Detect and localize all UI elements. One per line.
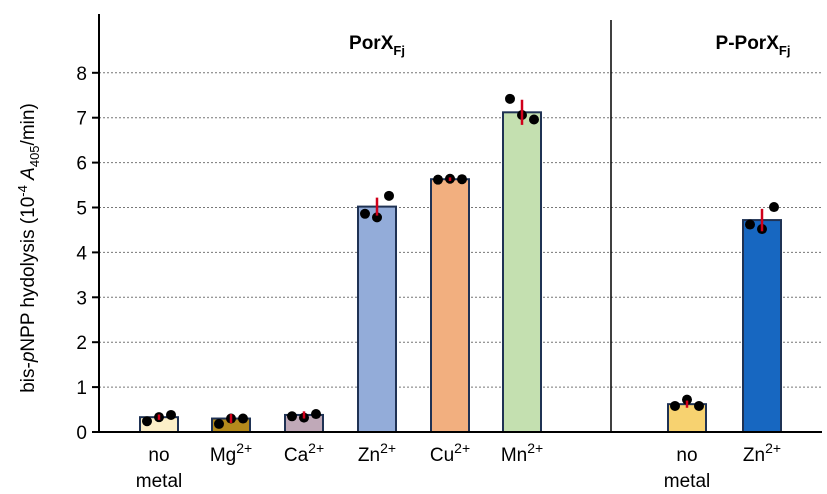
data-point: [238, 413, 248, 424]
data-point: [433, 174, 443, 185]
data-point: [682, 394, 692, 405]
y-tick-label: 6: [76, 154, 87, 175]
category-label: Mg2+: [210, 440, 252, 466]
category-label: no: [148, 445, 169, 466]
data-point: [311, 409, 321, 420]
data-point: [214, 418, 224, 429]
category-label: Zn2+: [358, 440, 396, 466]
bar: [502, 111, 542, 433]
bars: [139, 93, 782, 434]
y-tick-label: 4: [76, 243, 87, 264]
y-axis-title-exponent: -4: [15, 185, 30, 197]
data-point: [457, 174, 467, 185]
data-point: [505, 93, 515, 104]
panel-title: P-PorXFj: [716, 33, 791, 58]
y-tick-label: 7: [76, 109, 87, 130]
data-point: [142, 416, 152, 427]
data-point: [360, 208, 370, 219]
data-point: [166, 409, 176, 420]
y-axis-title-prefix: bis-: [18, 362, 39, 393]
y-axis-title-suffix: /min): [18, 103, 39, 145]
category-label: Mn2+: [501, 440, 543, 466]
bar: [357, 205, 397, 433]
y-tick-label: 3: [76, 288, 87, 309]
bar: [742, 219, 782, 433]
data-point: [384, 190, 394, 201]
y-axis-title-mid: NPP hydolysis (10: [18, 197, 39, 352]
data-point: [529, 114, 539, 125]
data-point: [745, 219, 755, 230]
data-point: [670, 400, 680, 411]
y-tick-label: 0: [76, 423, 87, 444]
category-label: Ca2+: [284, 440, 324, 466]
data-point: [372, 212, 382, 223]
data-point: [769, 202, 779, 213]
category-label-line2: metal: [136, 471, 182, 492]
y-tick-label: 8: [76, 64, 87, 85]
y-axis-title-subscript: 405: [27, 145, 42, 167]
y-axis-title-italic-a: A: [18, 167, 39, 181]
y-tick-label: 2: [76, 333, 87, 354]
data-point: [694, 400, 704, 411]
data-point: [287, 411, 297, 422]
category-label: Cu2+: [430, 440, 470, 466]
category-label: Zn2+: [743, 440, 781, 466]
category-label: no: [676, 445, 697, 466]
y-tick-label: 1: [76, 378, 87, 399]
panel-title: PorXFj: [349, 33, 405, 58]
y-axis-title: bis-pNPP hydolysis (10-4 A405/min): [15, 103, 42, 393]
axes: [92, 14, 822, 433]
labels: 0 1 2 3 4 5 6 7 8 no metal Mg2+ Ca2+ Zn2+ Cu2+ Mn2+ PorX…: [76, 33, 790, 492]
y-axis-title-italic-p: p: [18, 352, 39, 364]
bar: [430, 178, 470, 433]
y-tick-label: 5: [76, 199, 87, 220]
category-label-line2: metal: [664, 471, 710, 492]
